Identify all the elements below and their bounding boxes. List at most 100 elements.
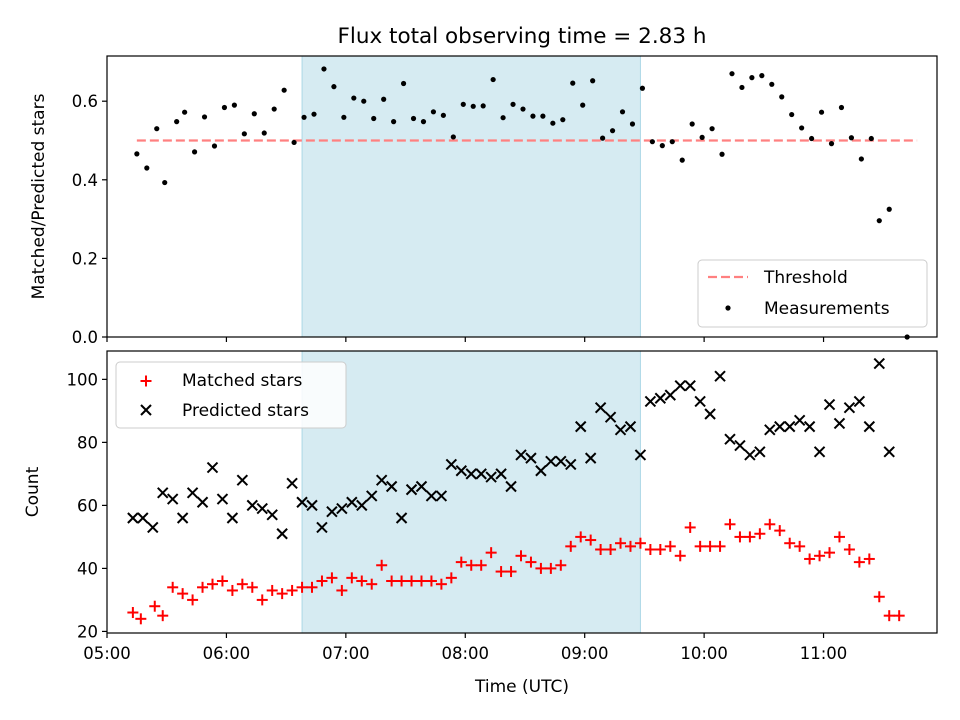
data-point-1-1-18-b — [306, 499, 318, 512]
data-point-1-1-65 — [774, 420, 786, 433]
data-point-1-0-71 — [833, 531, 845, 543]
data-point-1-1-3 — [157, 487, 169, 499]
data-point-1-1-49-b — [614, 424, 627, 436]
data-point-1-0-12 — [246, 581, 258, 593]
data-point-0-0-65 — [779, 94, 785, 100]
data-point-1-1-55 — [674, 379, 686, 392]
data-point-1-1-24 — [366, 490, 378, 502]
data-point-1-0-40 — [525, 556, 537, 568]
data-point-1-1-52-b — [644, 395, 657, 408]
data-point-1-1-25 — [375, 474, 388, 486]
data-point-1-1-69 — [813, 446, 826, 458]
data-point-1-1-70-b — [823, 398, 836, 411]
data-point-1-0-21 — [336, 584, 348, 596]
data-point-0-0-56 — [689, 121, 695, 127]
data-point-1-1-69-b — [813, 446, 826, 458]
axes-frame — [106, 350, 938, 634]
data-point-0-0-27 — [400, 80, 407, 87]
data-point-1-1-64-b — [764, 424, 776, 436]
x-axis-label: Time (UTC) — [474, 677, 569, 697]
data-point-1-1-26 — [385, 480, 398, 493]
data-point-1-1-67 — [793, 414, 806, 427]
data-point-0-0-46 — [590, 78, 596, 84]
data-point-1-0-8 — [206, 578, 218, 590]
data-point-0-0-44 — [570, 80, 576, 86]
data-point-1-1-6-b — [186, 487, 199, 499]
data-point-1-0-0 — [127, 607, 139, 619]
data-point-0-0-33 — [460, 101, 466, 107]
data-point-0-0-0 — [134, 151, 140, 157]
data-point-1-0-69 — [814, 550, 826, 562]
data-point-1-0-14 — [266, 584, 278, 596]
data-point-0-0-61 — [739, 84, 745, 91]
data-point-0-0-42 — [550, 120, 556, 126]
data-point-1-1-15-b — [276, 528, 288, 540]
data-point-0-0-43 — [560, 117, 566, 123]
data-point-1-1-60 — [724, 433, 736, 445]
y-tick-label: 0.0 — [72, 328, 98, 347]
data-point-1-1-45 — [575, 420, 587, 433]
data-point-1-1-63 — [754, 446, 766, 458]
series-measurements — [134, 66, 910, 340]
data-point-0-0-34 — [470, 103, 476, 109]
legend-predicted-label: Predicted stars — [182, 401, 309, 421]
y-tick-label: 40 — [77, 559, 98, 578]
data-point-1-1-45-b — [575, 420, 587, 433]
data-point-1-1-12 — [246, 499, 259, 512]
data-point-0-0-67 — [799, 125, 805, 131]
data-point-0-0-70 — [828, 141, 835, 147]
data-point-0-0-28 — [410, 115, 417, 122]
data-point-1-0-34 — [465, 559, 477, 571]
observing-window-span — [301, 350, 641, 634]
legend-predicted-swatch — [140, 404, 152, 416]
series-matched-stars — [127, 518, 905, 625]
legend-predicted-swatch-b — [140, 404, 152, 416]
data-point-0-0-14 — [271, 106, 277, 112]
data-point-1-1-33-b — [455, 465, 467, 477]
data-point-1-1-54-b — [664, 389, 676, 401]
data-point-1-1-56 — [684, 379, 696, 392]
y-tick-label: 0.6 — [72, 92, 98, 111]
data-point-1-0-67 — [794, 540, 806, 552]
data-point-1-1-22 — [346, 496, 358, 508]
data-point-1-1-19-b — [316, 521, 328, 534]
data-point-1-1-28 — [405, 483, 418, 496]
data-point-1-0-72 — [843, 544, 855, 556]
data-point-1-0-57 — [694, 540, 706, 552]
data-point-0-0-19 — [321, 66, 327, 72]
data-point-1-1-73-b — [853, 395, 866, 408]
data-point-1-1-39-b — [515, 449, 527, 461]
data-point-0-0-35 — [480, 103, 486, 109]
data-point-1-1-17 — [296, 496, 308, 508]
data-point-0-0-24 — [371, 115, 377, 122]
data-point-1-0-27 — [396, 575, 408, 587]
data-point-1-0-26 — [386, 575, 398, 587]
data-point-1-1-1 — [137, 512, 149, 524]
data-point-1-1-68 — [803, 420, 816, 433]
data-point-1-0-70 — [824, 547, 836, 559]
data-point-1-0-76 — [883, 610, 895, 622]
data-point-1-1-29 — [415, 480, 428, 493]
data-point-1-1-61-b — [734, 439, 746, 452]
data-point-0-0-13 — [261, 130, 267, 136]
data-point-1-0-48 — [605, 544, 617, 556]
data-point-1-0-25 — [376, 559, 388, 571]
data-point-1-0-38 — [505, 566, 517, 578]
data-point-1-1-72-b — [843, 402, 856, 414]
data-point-1-0-68 — [804, 553, 816, 565]
data-point-1-1-72 — [843, 402, 856, 414]
data-point-0-0-23 — [361, 98, 367, 104]
data-point-1-1-62-b — [744, 449, 756, 461]
data-point-1-1-14-b — [266, 509, 278, 521]
data-point-0-0-20 — [331, 84, 337, 90]
data-point-0-0-15 — [281, 87, 287, 93]
legend-matched-label: Matched stars — [182, 371, 302, 391]
data-point-1-1-52 — [644, 395, 657, 408]
data-point-1-0-54 — [664, 540, 676, 552]
data-point-1-0-28 — [406, 575, 418, 587]
data-point-0-0-11 — [241, 131, 247, 137]
data-point-0-0-18 — [311, 111, 317, 117]
data-point-1-1-20-b — [326, 505, 338, 518]
data-point-1-1-53 — [654, 392, 667, 404]
